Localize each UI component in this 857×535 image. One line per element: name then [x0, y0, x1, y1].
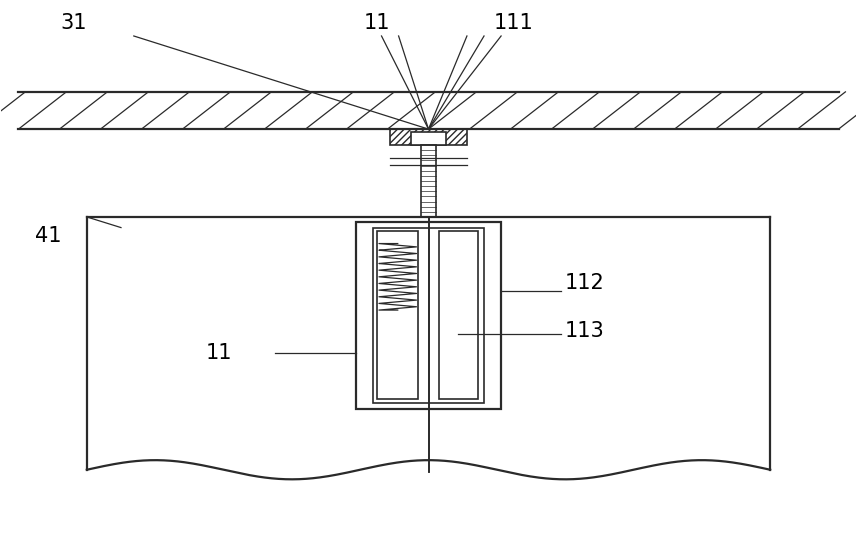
Text: 11: 11 [206, 342, 232, 363]
Text: 41: 41 [35, 226, 62, 246]
Text: 111: 111 [494, 13, 534, 33]
Text: 31: 31 [61, 13, 87, 33]
Text: 113: 113 [565, 322, 605, 341]
Bar [356, 222, 501, 409]
Text: 112: 112 [565, 273, 605, 294]
Bar [411, 132, 446, 145]
Bar [377, 231, 418, 400]
Bar [373, 227, 484, 403]
Bar [421, 145, 436, 217]
Bar [439, 231, 478, 400]
Text: 11: 11 [364, 13, 391, 33]
Bar [390, 129, 467, 145]
